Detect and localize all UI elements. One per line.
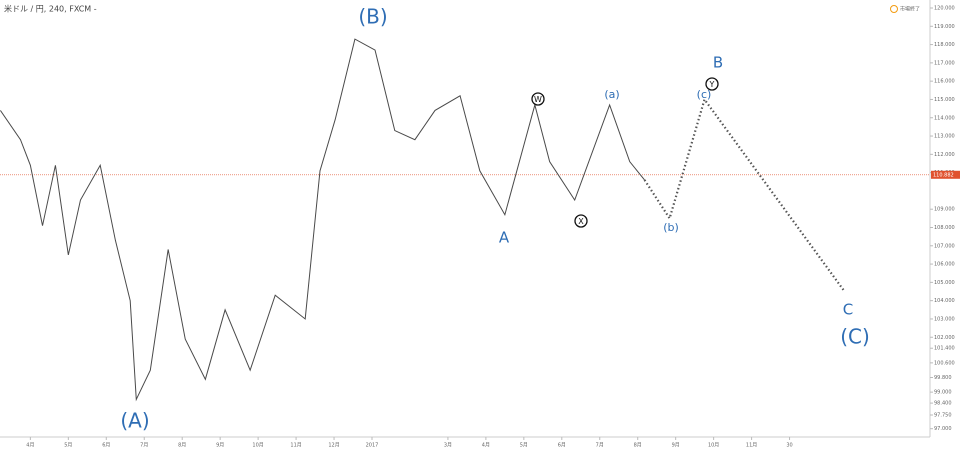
wave-label: (A)	[120, 409, 149, 433]
y-tick-label: 116.000	[934, 79, 955, 85]
x-tick-label: 5月	[520, 443, 528, 449]
wave-label: X	[578, 217, 584, 226]
y-tick-label: 99.800	[934, 375, 952, 381]
y-tick-label: 117.000	[934, 60, 955, 66]
x-tick-label: 5月	[64, 443, 72, 449]
x-tick-label: 12月	[328, 443, 339, 449]
x-tick-label: 8月	[634, 443, 642, 449]
wave-label: (b)	[663, 221, 679, 234]
x-tick-label: 11月	[290, 443, 301, 449]
y-tick-label: 98.400	[934, 401, 952, 407]
x-tick-label: 30	[786, 443, 792, 449]
wave-label: (c)	[697, 88, 712, 101]
x-tick-label: 7月	[140, 443, 148, 449]
wave-label: W	[534, 95, 542, 104]
wave-label: (C)	[840, 325, 870, 349]
y-tick-label: 108.000	[934, 225, 955, 231]
y-tick-label: 105.000	[934, 280, 955, 286]
wave-label: (B)	[358, 5, 387, 29]
wave-label: Y	[709, 80, 715, 89]
x-tick-label: 4月	[482, 443, 490, 449]
x-tick-label: 9月	[216, 443, 224, 449]
y-tick-label: 101.400	[934, 346, 955, 352]
wave-circle	[531, 92, 545, 106]
x-tick-label: 3月	[444, 443, 452, 449]
status-icon	[890, 5, 898, 13]
last-price-label: 110.882	[933, 172, 954, 178]
y-tick-label: 114.000	[934, 115, 955, 121]
y-tick-label: 102.000	[934, 335, 955, 341]
y-tick-label: 100.600	[934, 360, 955, 366]
y-tick-label: 99.000	[934, 390, 952, 396]
x-tick-label: 10月	[708, 443, 719, 449]
x-tick-label: 6月	[102, 443, 110, 449]
x-tick-label: 2017	[366, 443, 379, 449]
y-tick-label: 97.750	[934, 412, 952, 418]
x-tick-label: 6月	[558, 443, 566, 449]
y-tick-label: 109.000	[934, 207, 955, 213]
y-tick-label: 115.000	[934, 97, 955, 103]
y-tick-label: 106.000	[934, 262, 955, 268]
x-tick-label: 9月	[672, 443, 680, 449]
chart-title: 米ドル / 円, 240, FXCM -	[4, 4, 97, 14]
x-tick-label: 11月	[746, 443, 757, 449]
x-tick-label: 8月	[178, 443, 186, 449]
wave-label: C	[843, 301, 853, 319]
projection-line	[643, 97, 846, 293]
y-tick-label: 118.000	[934, 42, 955, 48]
y-tick-label: 113.000	[934, 134, 955, 140]
wave-label: B	[713, 54, 723, 72]
x-tick-label: 4月	[26, 443, 34, 449]
x-tick-label: 7月	[596, 443, 604, 449]
wave-label: A	[499, 229, 510, 247]
last-price-box	[931, 170, 960, 179]
price-line	[0, 38, 645, 402]
wave-label: (a)	[604, 88, 619, 101]
wave-circle	[574, 214, 588, 228]
wave-circle	[705, 77, 719, 91]
y-tick-label: 103.000	[934, 316, 955, 322]
y-tick-label: 107.000	[934, 243, 955, 249]
y-tick-label: 119.000	[934, 24, 955, 30]
y-tick-label: 104.000	[934, 298, 955, 304]
y-tick-label: 97.000	[934, 426, 952, 432]
y-tick-label: 120.000	[934, 6, 955, 12]
y-tick-label: 112.000	[934, 152, 955, 158]
annotations: (B) (A) A B C (C) (a) (b) (c) W X Y	[120, 5, 869, 433]
status: 市場終了	[900, 6, 920, 13]
x-tick-label: 10月	[252, 443, 263, 449]
